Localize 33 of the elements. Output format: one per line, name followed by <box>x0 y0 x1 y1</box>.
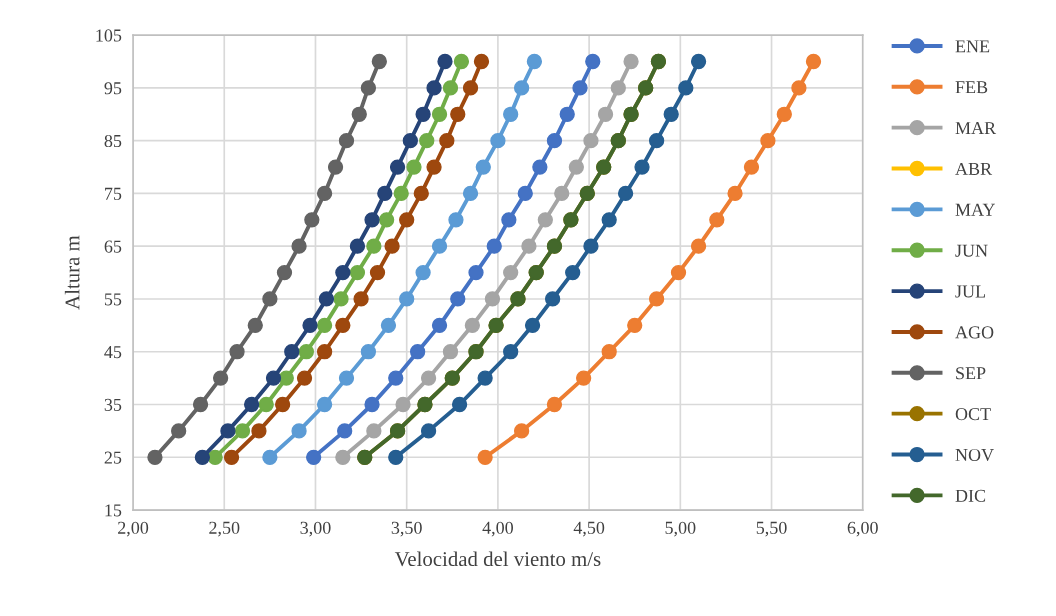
legend-label: FEB <box>955 81 988 94</box>
y-axis-title: Altura m <box>64 235 80 310</box>
x-tick-label: 3,50 <box>391 521 422 537</box>
x-axis-title: Velocidad del viento m/s <box>394 551 601 567</box>
x-tick-label: 4,50 <box>573 521 605 537</box>
legend-label: SEP <box>956 367 986 380</box>
legend-label: MAY <box>955 203 996 216</box>
legend-label: JUN <box>955 244 988 257</box>
x-tick-label: 2,00 <box>118 521 149 537</box>
x-tick-label: 4,00 <box>482 521 514 537</box>
legend-label: MAR <box>955 122 997 134</box>
y-tick-label: 95 <box>104 82 122 95</box>
y-tick-label: 65 <box>104 240 122 253</box>
legend-label: NOV <box>955 448 994 462</box>
legend-label: ABR <box>955 162 993 175</box>
legend-label: DIC <box>955 489 986 502</box>
legend-label: AGO <box>955 326 994 339</box>
legend-label: ENE <box>955 40 990 53</box>
legend-label: OCT <box>955 408 991 421</box>
y-tick-label: 85 <box>104 134 122 148</box>
x-tick-label: 2,50 <box>209 521 240 537</box>
x-tick-label: 5,00 <box>665 521 696 537</box>
x-tick-label: 3,00 <box>300 521 331 537</box>
y-tick-label: 55 <box>104 293 122 306</box>
y-tick-label: 105 <box>96 29 122 42</box>
y-tick-label: 15 <box>105 504 122 517</box>
y-tick-label: 35 <box>104 398 122 411</box>
x-tick-label: 5,50 <box>756 521 787 537</box>
legend-label: JUL <box>955 285 985 298</box>
y-tick-label: 75 <box>105 187 122 200</box>
x-tick-label: 6,00 <box>847 521 878 537</box>
y-tick-label: 25 <box>104 451 122 464</box>
y-tick-label: 45 <box>104 346 122 359</box>
